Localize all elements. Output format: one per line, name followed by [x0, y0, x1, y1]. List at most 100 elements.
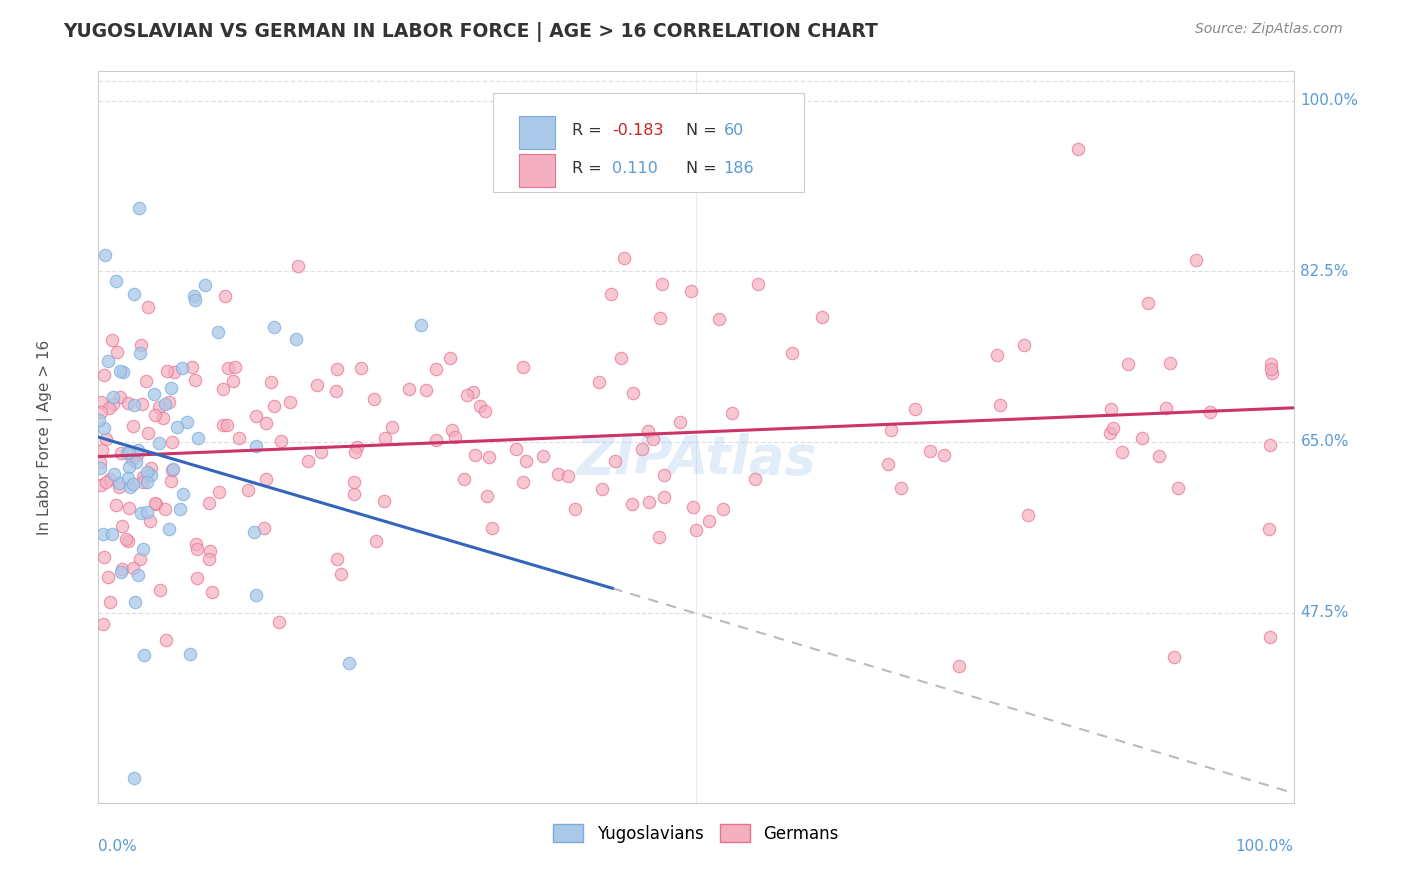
Point: [207, 325, 229, 339]
Point: [877, 458, 900, 472]
Text: 100.0%: 100.0%: [1301, 93, 1358, 108]
Point: [811, 310, 834, 324]
Point: [481, 520, 503, 534]
Point: [122, 561, 145, 575]
Point: [329, 567, 352, 582]
Text: 0.0%: 0.0%: [98, 839, 138, 855]
Point: [110, 446, 132, 460]
Point: [463, 384, 485, 399]
Point: [1111, 445, 1133, 459]
Point: [1012, 338, 1035, 352]
Point: [131, 397, 153, 411]
Point: [141, 461, 163, 475]
Point: [1260, 357, 1282, 371]
Point: [179, 647, 201, 661]
Point: [679, 285, 702, 299]
Point: [127, 442, 149, 457]
Point: [117, 471, 139, 485]
Text: YUGOSLAVIAN VS GERMAN IN LABOR FORCE | AGE > 16 CORRELATION CHART: YUGOSLAVIAN VS GERMAN IN LABOR FORCE | A…: [63, 22, 879, 42]
Point: [1199, 405, 1222, 419]
Point: [1260, 361, 1282, 376]
Point: [153, 502, 176, 516]
Point: [93, 368, 115, 382]
Point: [125, 455, 148, 469]
Text: N =: N =: [686, 161, 723, 176]
Point: [228, 431, 250, 445]
Point: [415, 383, 437, 397]
Text: 100.0%: 100.0%: [1236, 839, 1294, 855]
Point: [605, 454, 627, 468]
Point: [1017, 508, 1039, 522]
Point: [108, 390, 131, 404]
Point: [110, 565, 132, 579]
Point: [1167, 482, 1189, 496]
Point: [599, 287, 621, 301]
Point: [122, 476, 145, 491]
Point: [986, 348, 1008, 362]
Point: [682, 500, 704, 515]
Text: 0.110: 0.110: [613, 161, 658, 176]
Point: [1154, 401, 1177, 415]
Point: [172, 487, 194, 501]
Text: N =: N =: [686, 123, 723, 138]
Point: [342, 486, 364, 500]
Point: [613, 251, 636, 265]
Point: [124, 398, 146, 412]
Point: [105, 344, 128, 359]
Point: [1099, 426, 1122, 441]
Point: [453, 473, 475, 487]
Point: [263, 319, 285, 334]
Point: [652, 490, 675, 504]
Point: [118, 444, 141, 458]
Point: [512, 360, 534, 375]
Point: [111, 561, 134, 575]
Point: [136, 426, 159, 441]
Point: [121, 451, 143, 466]
Point: [169, 502, 191, 516]
Point: [988, 398, 1011, 412]
Point: [932, 448, 955, 462]
Text: 186: 186: [724, 161, 754, 176]
Point: [1067, 142, 1090, 156]
Point: [411, 318, 433, 332]
Point: [94, 247, 117, 261]
Point: [346, 440, 368, 454]
Point: [215, 418, 238, 433]
Point: [780, 345, 803, 359]
Text: 60: 60: [724, 123, 744, 138]
Point: [224, 359, 246, 374]
Point: [747, 277, 769, 292]
Point: [136, 475, 159, 489]
Point: [464, 448, 486, 462]
Point: [652, 468, 675, 483]
Point: [112, 365, 135, 379]
Point: [648, 311, 671, 326]
Point: [186, 542, 208, 557]
Point: [201, 585, 224, 599]
Point: [1163, 649, 1185, 664]
Text: ZIPAtlas: ZIPAtlas: [576, 433, 815, 485]
Text: 82.5%: 82.5%: [1301, 264, 1348, 279]
Point: [374, 431, 396, 445]
Point: [108, 475, 131, 490]
Point: [111, 519, 134, 533]
Point: [197, 552, 219, 566]
Point: [101, 333, 124, 347]
Point: [155, 633, 177, 648]
Point: [214, 289, 236, 303]
Point: [180, 360, 202, 375]
Point: [197, 495, 219, 509]
Point: [263, 399, 285, 413]
Point: [132, 475, 155, 490]
Point: [297, 453, 319, 467]
Point: [98, 595, 121, 609]
Point: [245, 440, 267, 454]
Point: [254, 473, 277, 487]
Point: [98, 471, 121, 485]
Point: [267, 615, 290, 630]
Point: [157, 395, 180, 409]
FancyBboxPatch shape: [494, 94, 804, 192]
Point: [143, 408, 166, 422]
Point: [148, 400, 170, 414]
Point: [118, 480, 141, 494]
